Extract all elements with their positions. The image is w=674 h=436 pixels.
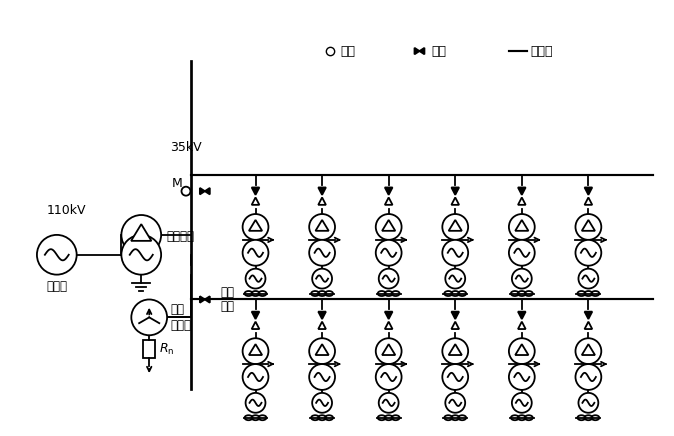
Text: 主变压器: 主变压器 — [166, 230, 194, 243]
Circle shape — [576, 338, 601, 364]
Polygon shape — [200, 188, 205, 194]
Polygon shape — [205, 188, 210, 194]
Circle shape — [512, 269, 532, 289]
Text: 接地: 接地 — [170, 303, 184, 316]
Circle shape — [181, 187, 191, 196]
Circle shape — [446, 269, 465, 289]
Circle shape — [576, 364, 601, 390]
Polygon shape — [205, 296, 210, 303]
Polygon shape — [584, 312, 592, 319]
Circle shape — [442, 338, 468, 364]
Polygon shape — [518, 312, 526, 319]
Polygon shape — [385, 187, 392, 195]
Circle shape — [309, 214, 335, 240]
Polygon shape — [200, 296, 205, 303]
Circle shape — [309, 240, 335, 266]
Polygon shape — [251, 312, 259, 319]
Circle shape — [243, 214, 268, 240]
Circle shape — [121, 235, 161, 275]
Text: 机组: 机组 — [221, 300, 235, 313]
Circle shape — [509, 214, 534, 240]
Circle shape — [375, 338, 402, 364]
Polygon shape — [518, 187, 526, 195]
Polygon shape — [385, 198, 392, 205]
Circle shape — [245, 393, 266, 413]
Polygon shape — [449, 220, 462, 231]
Circle shape — [578, 269, 599, 289]
Circle shape — [131, 300, 167, 335]
Text: 35kV: 35kV — [170, 141, 202, 154]
Circle shape — [379, 393, 398, 413]
Polygon shape — [449, 344, 462, 355]
Circle shape — [442, 214, 468, 240]
Polygon shape — [584, 198, 592, 205]
Polygon shape — [249, 344, 262, 355]
Circle shape — [121, 215, 161, 255]
Text: 测点: 测点 — [340, 44, 355, 58]
Polygon shape — [318, 187, 326, 195]
Circle shape — [446, 393, 465, 413]
Circle shape — [245, 269, 266, 289]
Circle shape — [243, 364, 268, 390]
Circle shape — [379, 269, 398, 289]
Polygon shape — [452, 322, 459, 329]
Polygon shape — [515, 344, 528, 355]
Circle shape — [576, 240, 601, 266]
Circle shape — [243, 240, 268, 266]
Text: $R_\mathrm{n}$: $R_\mathrm{n}$ — [159, 342, 175, 357]
Circle shape — [509, 364, 534, 390]
Circle shape — [576, 214, 601, 240]
Circle shape — [512, 393, 532, 413]
Polygon shape — [584, 187, 592, 195]
Polygon shape — [318, 198, 326, 205]
Polygon shape — [584, 322, 592, 329]
Text: 风电: 风电 — [221, 286, 235, 299]
Circle shape — [375, 364, 402, 390]
Polygon shape — [582, 344, 595, 355]
Polygon shape — [382, 220, 395, 231]
Circle shape — [309, 338, 335, 364]
Circle shape — [578, 393, 599, 413]
Polygon shape — [415, 48, 419, 54]
Circle shape — [309, 364, 335, 390]
Circle shape — [509, 338, 534, 364]
Polygon shape — [131, 224, 152, 241]
Text: 110kV: 110kV — [47, 204, 86, 217]
Polygon shape — [315, 220, 329, 231]
Polygon shape — [518, 322, 526, 329]
Polygon shape — [419, 48, 425, 54]
Polygon shape — [249, 220, 262, 231]
Polygon shape — [452, 198, 459, 205]
Polygon shape — [452, 312, 459, 319]
Circle shape — [442, 364, 468, 390]
Circle shape — [37, 235, 77, 275]
Polygon shape — [251, 187, 259, 195]
Text: 系统侧: 系统侧 — [47, 280, 67, 293]
Polygon shape — [382, 344, 395, 355]
Polygon shape — [315, 344, 329, 355]
Text: 电缆: 电缆 — [431, 44, 446, 58]
Text: M: M — [172, 177, 183, 190]
Polygon shape — [515, 220, 528, 231]
Polygon shape — [318, 312, 326, 319]
Polygon shape — [518, 198, 526, 205]
Polygon shape — [251, 198, 259, 205]
Polygon shape — [582, 220, 595, 231]
Circle shape — [442, 240, 468, 266]
Polygon shape — [318, 322, 326, 329]
Circle shape — [243, 338, 268, 364]
Polygon shape — [251, 322, 259, 329]
Polygon shape — [385, 312, 392, 319]
Circle shape — [312, 269, 332, 289]
Text: 变压器: 变压器 — [170, 319, 191, 332]
Polygon shape — [385, 322, 392, 329]
Circle shape — [375, 240, 402, 266]
Polygon shape — [452, 187, 459, 195]
Circle shape — [509, 240, 534, 266]
Circle shape — [312, 393, 332, 413]
Circle shape — [375, 214, 402, 240]
Text: 架空线: 架空线 — [530, 44, 553, 58]
